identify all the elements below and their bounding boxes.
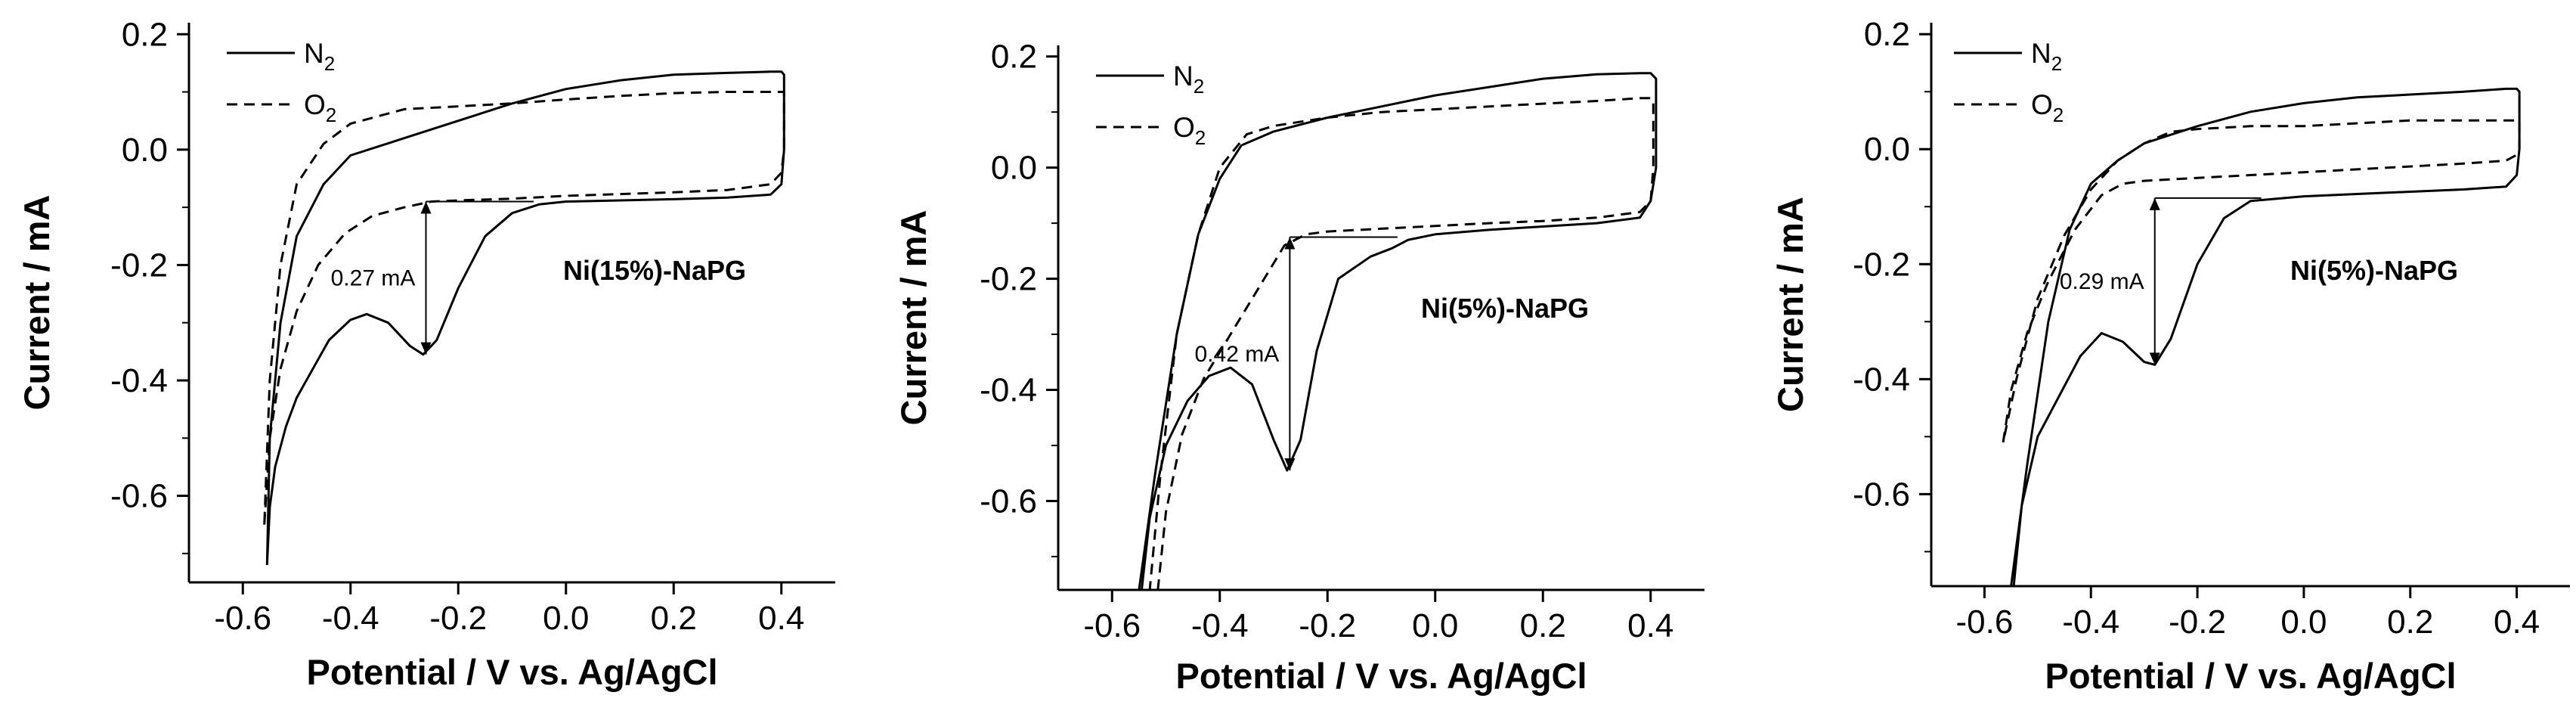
series-line-o2 xyxy=(1148,97,1655,591)
x-tick-label: 0.2 xyxy=(2387,604,2433,641)
y-tick-label: -0.6 xyxy=(110,478,168,515)
y-tick-label: -0.2 xyxy=(980,261,1037,298)
legend-label-o2: O2 xyxy=(304,89,336,126)
x-axis-title: Potential / V vs. Ag/AgCl xyxy=(1175,656,1587,696)
x-tick-label: -0.6 xyxy=(1956,604,2014,641)
x-tick-label: 0.2 xyxy=(651,600,697,637)
y-tick-label: -0.2 xyxy=(110,247,168,284)
y-tick-label: -0.4 xyxy=(110,362,168,399)
chart-panel-2: -0.6 -0.4 -0.2 0.0 0.2 0.4 0.2 0.0 -0.2 -0.4 -0.6 P… xyxy=(893,39,1704,696)
y-tick-label: 0.0 xyxy=(991,150,1037,187)
series-line-o2 xyxy=(263,91,785,525)
x-tick-label: 0.4 xyxy=(1627,607,1673,644)
y-axis-title: Current / mA xyxy=(17,195,57,411)
legend-label-n2: N2 xyxy=(1173,61,1204,98)
y-tick-label: -0.4 xyxy=(980,372,1037,409)
x-tick-label: -0.2 xyxy=(1299,607,1356,644)
y-tick-label: -0.4 xyxy=(1853,361,1910,398)
x-tick-label: -0.6 xyxy=(1083,607,1141,644)
legend-label-o2: O2 xyxy=(1173,112,1206,149)
annotation-arrowhead-bottom xyxy=(1284,458,1296,471)
x-tick-label: -0.2 xyxy=(429,600,487,637)
legend-label-n2: N2 xyxy=(2031,38,2062,75)
series-line-n2 xyxy=(2010,87,2521,587)
legend-label-n2: N2 xyxy=(304,38,335,75)
series-line-o2 xyxy=(2002,119,2521,443)
series-line-n2 xyxy=(265,70,785,566)
x-tick-label: 0.2 xyxy=(1520,607,1566,644)
x-tick-label: -0.4 xyxy=(322,600,379,637)
x-tick-label: -0.6 xyxy=(214,600,271,637)
x-tick-label: 0.0 xyxy=(543,600,589,637)
y-tick-label: 0.2 xyxy=(1864,16,1910,53)
y-tick-label: 0.2 xyxy=(991,39,1037,76)
x-tick-label: -0.4 xyxy=(2062,604,2119,641)
y-tick-label: -0.6 xyxy=(1853,476,1910,513)
y-tick-label: 0.2 xyxy=(122,16,168,53)
sample-label: Ni(5%)-NaPG xyxy=(2290,255,2458,286)
x-axis-title: Potential / V vs. Ag/AgCl xyxy=(2045,656,2456,696)
x-tick-label: 0.0 xyxy=(2280,604,2327,641)
annotation-label: 0.29 mA xyxy=(2060,269,2144,294)
x-tick-label: -0.2 xyxy=(2169,604,2226,641)
annotation-arrowhead-top xyxy=(2149,197,2160,210)
chart-panel-3: -0.6 -0.4 -0.2 0.0 0.2 0.4 0.2 0.0 -0.2 -0.4 -0.6 P… xyxy=(1770,16,2570,696)
y-tick-label: 0.0 xyxy=(122,132,168,169)
chart-panel-1: -0.6 -0.4 -0.2 0.0 0.2 0.4 0.2 0.0 -0.2 -0.4 -0.6 P… xyxy=(17,16,835,692)
annotation-arrowhead-top xyxy=(420,201,432,214)
x-tick-label: 0.0 xyxy=(1412,607,1458,644)
annotation-arrowhead-bottom xyxy=(2149,352,2160,365)
y-tick-label: 0.0 xyxy=(1864,131,1910,168)
y-axis-title: Current / mA xyxy=(893,210,933,426)
sample-label: Ni(5%)-NaPG xyxy=(1421,293,1589,324)
annotation-arrowhead-bottom xyxy=(420,342,432,355)
sample-label: Ni(15%)-NaPG xyxy=(563,255,746,286)
series-line-n2 xyxy=(1138,72,1658,591)
x-tick-label: -0.4 xyxy=(1191,607,1249,644)
y-tick-label: -0.6 xyxy=(980,483,1037,520)
x-axis-title: Potential / V vs. Ag/AgCl xyxy=(306,652,717,692)
annotation-arrowhead-top xyxy=(1284,237,1296,250)
legend-label-o2: O2 xyxy=(2031,89,2064,126)
y-tick-label: -0.2 xyxy=(1853,246,1910,283)
y-axis-title: Current / mA xyxy=(1770,197,1810,412)
x-tick-label: 0.4 xyxy=(758,600,804,637)
annotation-label: 0.27 mA xyxy=(331,266,416,291)
x-tick-label: 0.4 xyxy=(2494,604,2540,641)
annotation-label: 0.42 mA xyxy=(1195,342,1280,367)
